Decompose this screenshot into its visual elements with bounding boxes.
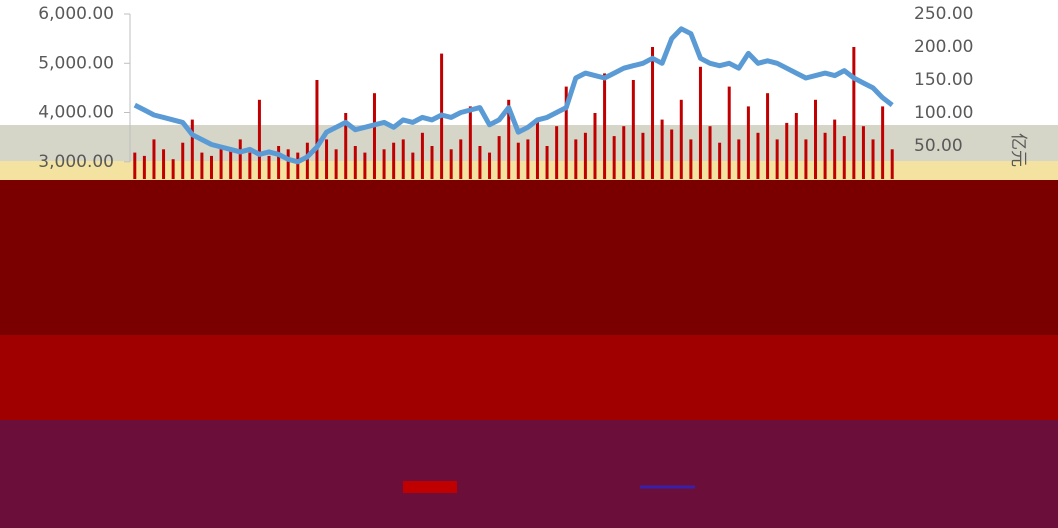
bar [152,139,156,179]
bar [315,80,319,179]
bar [766,93,770,179]
line [133,26,894,165]
bar [535,119,539,179]
bar [516,142,520,179]
bar [401,139,405,179]
legend-swatch [403,481,457,493]
glitch-band [0,420,1058,528]
bar [325,139,329,179]
bar [631,80,635,179]
bar [200,152,204,179]
bar [392,142,396,179]
y2-axis-label: 亿元 [1008,133,1028,167]
glitch-band [0,180,1058,335]
bar [545,146,549,179]
bar [420,132,424,179]
bar [641,132,645,179]
bar [775,139,779,179]
bar [727,86,731,179]
bar [449,149,453,179]
y-tick-label: 4,000.00 [38,103,114,123]
bar [133,152,137,179]
bar [209,155,213,179]
y2-tick-label: 200.00 [914,37,973,57]
bar [804,139,808,179]
y2-tick-label: 100.00 [914,103,973,123]
bar [746,106,750,179]
bar [842,136,846,179]
bar [814,99,818,179]
bar [823,132,827,179]
bar [881,106,885,179]
bar [861,126,865,179]
bar [737,139,741,179]
bar [612,136,616,179]
bar [142,155,146,179]
bar [593,113,597,179]
bar [372,93,376,179]
bar [229,149,233,179]
bar [430,146,434,179]
bar [852,47,856,179]
bar [785,122,789,179]
bar [871,139,875,179]
bar [708,126,712,179]
bar [468,106,472,179]
bar [459,139,463,179]
bar [478,146,482,179]
bar [257,99,261,179]
bar [382,149,386,179]
bar [660,119,664,179]
bar [698,66,702,179]
bar [334,149,338,179]
bar [238,139,242,179]
bar [286,149,290,179]
bar [756,132,760,179]
bar [296,152,300,179]
bar [555,126,559,179]
bar [488,152,492,179]
y-tick-label: 3,000.00 [38,152,114,172]
bar [305,142,309,179]
bar [181,142,185,179]
y2-tick-label: 50.00 [914,136,963,156]
bar [277,146,281,179]
bar [219,146,223,179]
bar [794,113,798,179]
bar [411,152,415,179]
bar [267,155,271,179]
bar [574,139,578,179]
bar [679,99,683,179]
bar [171,159,175,179]
bar [689,139,693,179]
bar [564,86,568,179]
bar [583,132,587,179]
bar [363,152,367,179]
bar [603,73,607,179]
y-tick-label: 6,000.00 [38,4,114,24]
bar [526,139,530,179]
y-tick-label: 5,000.00 [38,53,114,73]
bar [248,152,252,179]
y2-tick-label: 250.00 [914,4,973,24]
bar [718,142,722,179]
bar [651,47,655,179]
bar [162,149,166,179]
bar [890,149,894,179]
glitch-band [0,335,1058,420]
bar [670,129,674,179]
bar [353,146,357,179]
plot: 6,000.00 5,000.00 4,000.00 3,000.00 250.00 20… [38,4,973,179]
bar [833,119,837,179]
y2-tick-label: 150.00 [914,70,973,90]
bar [622,126,626,179]
bar [497,136,501,179]
bar [190,119,194,179]
bar [344,113,348,179]
bar [507,99,511,179]
